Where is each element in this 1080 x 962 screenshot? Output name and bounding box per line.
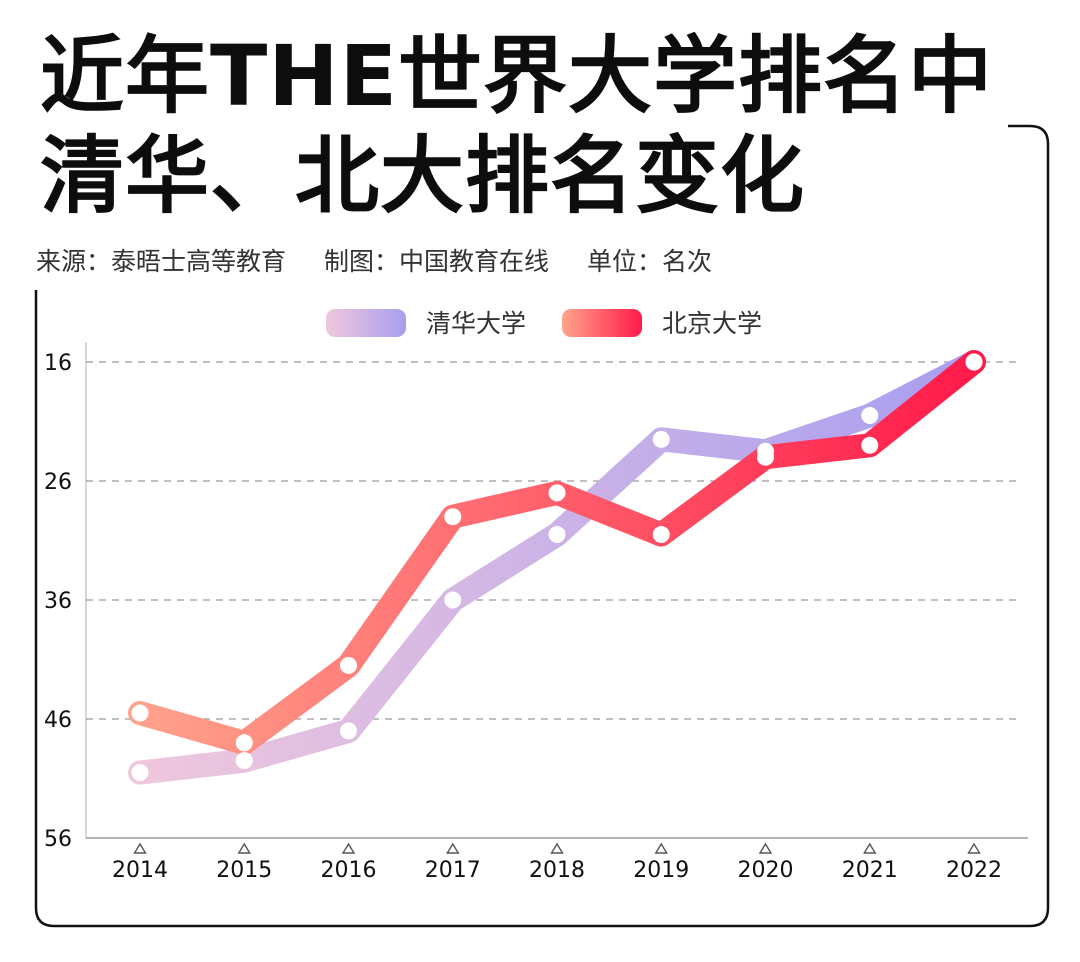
data-point-tsinghua [861, 407, 879, 425]
data-point-pku [235, 734, 253, 752]
x-tick-marker [133, 842, 147, 854]
data-point-tsinghua [131, 764, 149, 782]
x-tick-label: 2017 [425, 858, 481, 883]
y-tick-label: 36 [44, 589, 72, 614]
x-tick-marker [967, 842, 981, 854]
y-tick-label: 46 [44, 708, 72, 733]
x-tick-label: 2014 [112, 858, 168, 883]
x-tick-marker [446, 842, 460, 854]
y-tick-label: 56 [44, 827, 72, 852]
data-point-pku [861, 436, 879, 454]
y-tick-label: 16 [44, 351, 72, 376]
data-point-tsinghua [444, 591, 462, 609]
data-point-pku [652, 526, 670, 544]
x-tick-marker [654, 842, 668, 854]
y-tick-label: 26 [44, 470, 72, 495]
legend-label-pku: 北京大学 [662, 309, 762, 338]
x-tick-marker [863, 842, 877, 854]
data-point-pku [131, 704, 149, 722]
data-point-tsinghua [340, 722, 357, 740]
x-tick-marker [758, 842, 773, 854]
data-point-pku [965, 353, 983, 371]
x-tick-label: 2019 [633, 858, 689, 883]
data-point-tsinghua [548, 526, 566, 544]
data-point-pku [757, 448, 774, 466]
x-tick-label: 2020 [738, 858, 794, 883]
title-line-1: 近年THE世界大学排名中 [40, 27, 993, 125]
data-point-pku [548, 484, 566, 502]
legend-swatch-tsinghua [326, 309, 406, 337]
legend: 清华大学 北京大学 [326, 309, 762, 338]
x-tick-marker [237, 842, 251, 854]
legend-swatch-pku [562, 309, 642, 337]
x-tick-marker [550, 842, 564, 854]
x-tick-label: 2015 [216, 858, 272, 883]
x-tick-label: 2021 [842, 858, 898, 883]
series-line-tsinghua [128, 350, 986, 785]
legend-label-tsinghua: 清华大学 [426, 309, 526, 338]
data-point-pku [340, 656, 357, 674]
x-tick-label: 2016 [321, 858, 377, 883]
x-tick-label: 2018 [529, 858, 585, 883]
data-point-tsinghua [652, 430, 670, 448]
x-tick-marker [341, 842, 356, 854]
x-tick-label: 2022 [946, 858, 1002, 883]
data-point-pku [444, 508, 462, 526]
data-point-tsinghua [235, 752, 253, 770]
